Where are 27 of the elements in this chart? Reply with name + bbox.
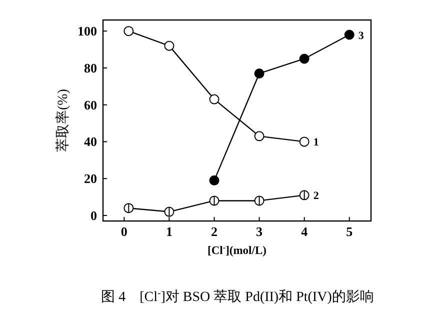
series-label: 1 — [313, 136, 319, 149]
point — [209, 94, 220, 104]
y-tick-label: 20 — [84, 171, 97, 186]
point — [209, 175, 220, 186]
x-tick-label: 4 — [301, 224, 308, 239]
x-tick-label: 0 — [120, 224, 128, 239]
y-tick-label: 100 — [78, 24, 97, 39]
series-label: 3 — [358, 30, 364, 42]
x-tick-label: 2 — [211, 224, 218, 239]
y-tick-label: 80 — [84, 60, 97, 76]
point — [344, 30, 354, 40]
x-tick-label: 1 — [166, 224, 172, 239]
y-tick-label: 40 — [84, 134, 97, 150]
text: 图 4 [Cl$^{-}$]对 BSO 萃取 Pd(II)和 Pt(IV)的影响 — [101, 288, 374, 305]
point — [254, 131, 264, 142]
point — [254, 68, 264, 78]
y-tick-label: 60 — [84, 97, 97, 112]
y-axis-title: 萃取率(%) — [55, 88, 71, 152]
x-tick-label: 3 — [256, 224, 264, 239]
x-tick-label: 5 — [346, 224, 354, 239]
point — [299, 54, 310, 64]
x-axis-title: [Cl$^{-}$](mol/L) — [208, 242, 267, 257]
y-tick-label: 0 — [90, 208, 97, 223]
point — [124, 26, 134, 36]
legend-label: 2 — [313, 190, 320, 202]
point — [299, 136, 310, 147]
point — [164, 40, 174, 51]
